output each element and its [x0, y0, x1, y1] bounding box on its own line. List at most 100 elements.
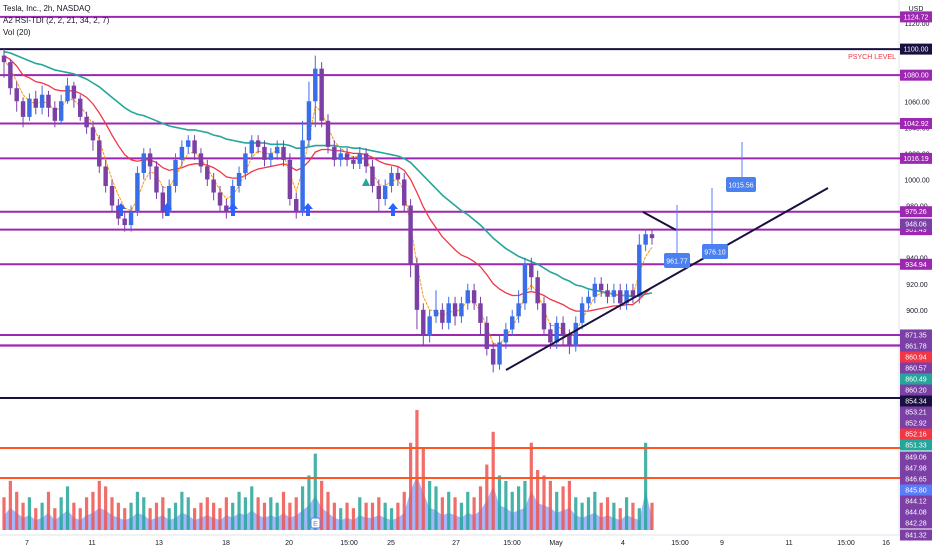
candle-body	[230, 185, 235, 213]
candle-body	[52, 107, 58, 121]
volume-bar	[135, 491, 140, 530]
volume-bar	[269, 497, 273, 530]
candle-body	[109, 185, 115, 206]
candle-body	[46, 94, 51, 108]
volume-bar	[618, 508, 622, 530]
candle-body	[147, 153, 153, 167]
candle-body	[255, 140, 261, 147]
candle-body	[351, 159, 356, 164]
candle-body	[618, 290, 623, 304]
volume-bar	[205, 497, 209, 530]
up-triangle-icon	[362, 178, 370, 186]
volume-bar	[256, 497, 260, 530]
up-arrow-icon	[228, 203, 238, 216]
volume-bar	[574, 497, 578, 530]
candle-body	[630, 290, 636, 297]
price-tag-13	[900, 462, 932, 474]
candle-body	[198, 153, 204, 167]
candle-body	[465, 290, 470, 304]
projection-box-1	[702, 244, 728, 259]
volume-bar	[599, 502, 603, 530]
volume-bar	[231, 502, 235, 530]
candle-body	[128, 212, 134, 226]
price-tag-16	[900, 495, 932, 507]
candle-body	[306, 101, 312, 141]
volume-bar	[281, 491, 286, 530]
volume-bar	[542, 475, 546, 530]
volume-bar	[300, 486, 305, 530]
candle-body	[421, 309, 426, 336]
candle-body	[160, 192, 166, 213]
candle-body	[363, 153, 369, 167]
volume-bar	[358, 497, 362, 530]
up-arrow-icon	[162, 203, 172, 216]
volume-bar	[408, 442, 413, 530]
candle-body	[84, 116, 89, 128]
candle-body	[522, 264, 528, 304]
volume-bar	[288, 502, 292, 530]
candle-body	[402, 179, 407, 206]
price-tag-14	[900, 473, 932, 485]
candle-body	[548, 329, 553, 343]
candle-body	[154, 166, 159, 193]
volume-bar	[224, 497, 228, 530]
candle-body	[510, 316, 515, 330]
candle-body	[567, 335, 572, 347]
candle-body	[338, 153, 343, 160]
level-tag-5	[900, 206, 932, 218]
volume-bar	[364, 502, 368, 530]
volume-bar	[472, 497, 476, 530]
price-tag-label-15: 845.80	[905, 488, 927, 495]
volume-bar	[485, 464, 489, 530]
price-tag-label-4: 860.57	[905, 366, 927, 373]
candle-body	[535, 277, 540, 304]
ascending-trendline	[505, 187, 829, 371]
volume-bar	[440, 497, 444, 530]
psych-level-label: PSYCH LEVEL	[848, 54, 896, 61]
candle-body	[452, 303, 458, 317]
candle-body	[332, 146, 337, 160]
candle-body	[376, 185, 382, 200]
volume-bar	[34, 508, 38, 530]
price-tag-label-8: 853.21	[905, 410, 927, 417]
candle-body	[173, 159, 178, 186]
volume-bar	[15, 491, 19, 530]
candle-body	[497, 342, 502, 365]
volume-bar	[377, 497, 381, 530]
candle-body	[122, 218, 127, 226]
projection-label-0: 961.77	[666, 259, 688, 266]
volume-bar	[396, 502, 400, 530]
projection-box-0	[664, 253, 690, 268]
candle-body	[643, 234, 648, 245]
time-tick-label: 15:00	[837, 540, 855, 547]
up-arrow-icon	[116, 203, 126, 216]
volume-bar	[320, 480, 324, 530]
level-tag-3	[900, 118, 932, 130]
volume-bar	[142, 497, 146, 530]
candle-body	[408, 205, 413, 265]
volume-bar	[8, 480, 12, 530]
price-tag-label-13: 847.98	[905, 466, 927, 473]
candle-body	[529, 264, 534, 278]
price-tag-label-0: 948.06	[905, 222, 927, 229]
price-tag-label-18: 842.28	[905, 521, 927, 528]
candle-body	[471, 290, 477, 304]
candle-body	[446, 303, 451, 323]
up-arrow-icon	[388, 203, 398, 216]
candle-body	[325, 120, 331, 147]
time-tick-label: 27	[452, 540, 460, 547]
time-tick-label: 9	[720, 540, 724, 547]
projection-label-1: 976.10	[704, 250, 726, 257]
price-tag-7	[900, 395, 932, 407]
candle-body	[97, 140, 102, 167]
volume-bar	[434, 486, 438, 530]
price-tag-18	[900, 517, 932, 529]
volume-bar	[466, 491, 470, 530]
price-tag-15	[900, 484, 932, 496]
price-tag-label-3: 860.94	[905, 355, 927, 362]
volume-bar	[110, 497, 114, 530]
candle-body	[395, 172, 401, 180]
volume-bar	[123, 508, 127, 530]
volume-bar	[529, 442, 533, 530]
